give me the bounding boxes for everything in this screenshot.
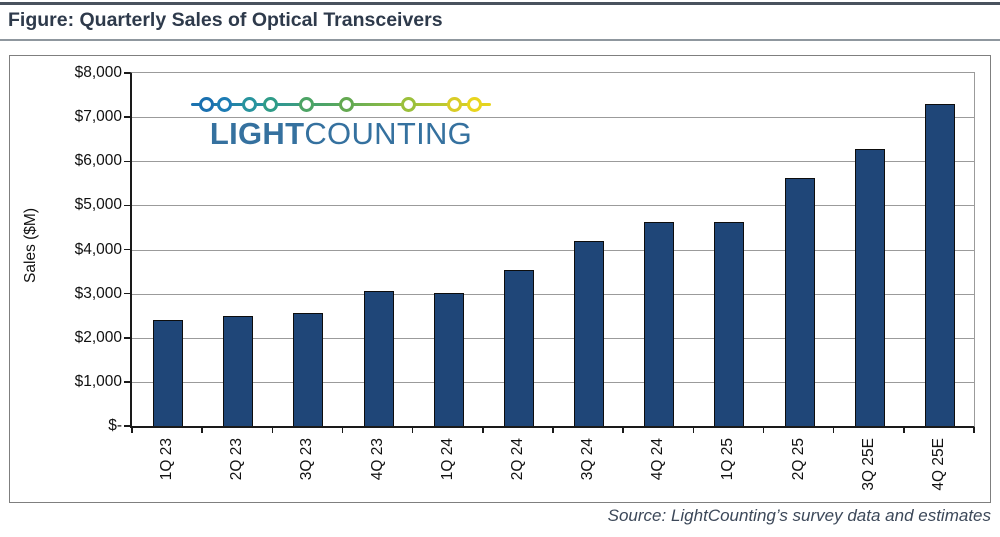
lightcounting-logo: LIGHTCOUNTING [181,89,501,154]
x-tick-mark [411,427,414,433]
x-tick-mark [201,427,203,433]
x-tick-mark [762,427,765,433]
plot-area [130,72,975,428]
gridline [132,293,974,295]
y-tick-label: $2,000 [74,328,122,346]
y-tick-label: $4,000 [74,240,122,258]
source-note: Source: LightCounting’s survey data and … [607,506,991,525]
bar-2q-24 [503,269,534,426]
y-tick-mark [124,116,130,118]
bar-1q-25 [714,222,745,426]
x-axis-label-3q-23: 3Q 23 [298,438,316,481]
chart-area: LIGHTCOUNTING Sales ($M) $- $1,000 $2,000 $… [9,55,991,503]
logo-dot-icon [198,96,214,112]
bar-3q-25e [854,148,885,426]
bar-2q-23 [223,316,254,426]
y-tick-label: $8,000 [74,64,122,81]
figure-title: Figure: Quarterly Sales of Optical Trans… [8,9,443,31]
x-tick-mark [622,427,624,433]
x-tick-mark [482,427,484,433]
gridline [132,117,974,119]
bar-1q-24 [433,292,464,426]
bar-2q-25 [784,178,815,426]
x-axis-label-1q-24: 1Q 24 [438,438,456,481]
x-tick-mark [832,427,835,433]
logo-dot-icon [338,96,354,112]
x-tick-mark [973,427,975,433]
bar-4q-25e [924,103,955,426]
gridline [132,161,974,163]
x-tick-mark [341,427,344,433]
x-axis-label-4q-23: 4Q 23 [368,438,386,481]
bar-3q-24 [574,241,605,426]
logo-text-counting: COUNTING [304,116,473,151]
logo-dot-icon [216,96,232,112]
bar-3q-23 [293,313,324,426]
top-rule [0,2,1000,5]
y-tick-mark [124,248,130,251]
x-axis-label-2q-25: 2Q 25 [789,438,807,481]
y-tick-label: $1,000 [74,372,122,390]
bar-4q-24 [644,222,675,426]
y-tick-mark [124,337,130,339]
gridline [132,249,974,251]
y-tick-label: $- [108,417,122,434]
y-tick-mark [124,204,130,207]
x-axis-label-2q-23: 2Q 23 [228,438,246,481]
logo-text-light: LIGHT [209,116,305,151]
y-tick-label: $7,000 [74,108,122,126]
x-tick-mark [692,427,695,433]
x-axis-label-4q-25e: 4Q 25E [929,438,947,491]
x-tick-mark [131,427,133,433]
x-tick-mark [903,427,905,433]
x-axis-label-2q-24: 2Q 24 [508,438,526,481]
title-divider [0,39,1000,41]
x-axis-label-3q-24: 3Q 24 [579,438,597,481]
x-axis-label-1q-23: 1Q 23 [158,438,176,481]
logo-dot-icon [298,96,314,112]
y-tick-mark [124,381,130,383]
gridline [132,337,974,339]
logo-dot-icon [400,96,416,112]
y-tick-mark [124,72,130,74]
y-tick-label: $5,000 [74,196,122,214]
y-tick-label: $3,000 [74,284,122,302]
logo-dots-icon [191,96,491,112]
logo-dot-icon [262,96,278,112]
logo-dot-icon [241,96,257,112]
x-axis-label-4q-24: 4Q 24 [649,438,667,481]
logo-wordmark: LIGHTCOUNTING [181,116,501,152]
y-tick-mark [124,425,130,427]
bar-4q-23 [363,290,394,426]
gridline [132,205,974,207]
y-tick-label: $6,000 [74,152,122,170]
bar-1q-23 [153,319,184,426]
x-tick-mark [271,427,274,433]
logo-dot-icon [446,96,462,112]
y-tick-mark [124,292,130,295]
x-axis-label-3q-25e: 3Q 25E [859,438,877,491]
x-axis-label-1q-25: 1Q 25 [719,438,737,481]
logo-dot-icon [466,96,482,112]
y-tick-mark [124,160,130,162]
x-tick-mark [552,427,554,433]
gridline [132,381,974,383]
